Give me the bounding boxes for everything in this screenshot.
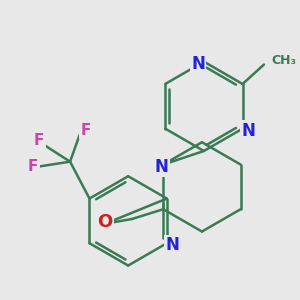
Text: N: N <box>166 236 180 254</box>
Text: CH₃: CH₃ <box>272 54 297 67</box>
Text: N: N <box>154 158 168 175</box>
Text: O: O <box>98 213 112 231</box>
Text: F: F <box>28 159 38 174</box>
Text: N: N <box>242 122 255 140</box>
Text: F: F <box>80 123 91 138</box>
Text: N: N <box>191 55 205 73</box>
Text: F: F <box>34 133 44 148</box>
